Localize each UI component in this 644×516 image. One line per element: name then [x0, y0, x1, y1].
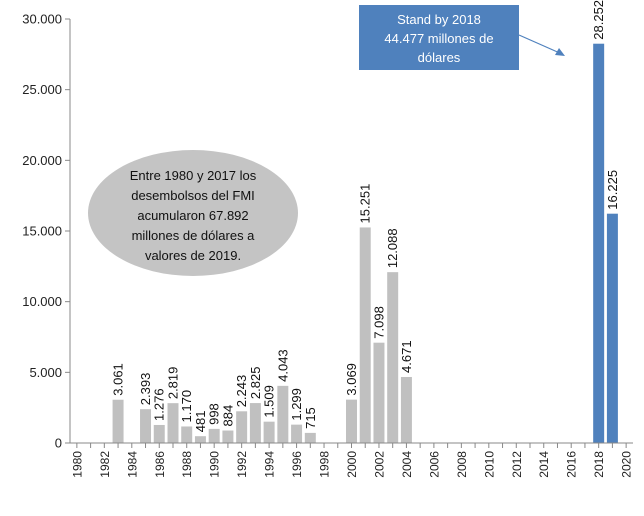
ellipse-annotation-shape: [88, 150, 298, 276]
data-label: 1.509: [262, 385, 277, 418]
x-tick-label: 1998: [318, 451, 332, 478]
x-tick-label: 1986: [153, 451, 167, 478]
disbursement-bar: [277, 385, 289, 443]
y-tick-label: 25.000: [22, 82, 62, 97]
standby-annotation-arrowhead: [555, 48, 565, 56]
ellipse-annotation-line: millones de dólares a: [132, 228, 256, 243]
x-tick-label: 2004: [400, 451, 414, 478]
ellipse-annotation-line: valores de 2019.: [145, 248, 241, 263]
x-axis: 1980 1982 1984 1986 1988 1990 1992 1994 1996 1998…: [70, 442, 634, 478]
data-label: 3.061: [111, 363, 126, 396]
bars: [112, 43, 618, 443]
x-tick-label: 2008: [455, 451, 469, 478]
x-tick-label: 2014: [537, 451, 551, 478]
data-label: 28.252: [591, 0, 606, 40]
x-tick-label: 2000: [345, 451, 359, 478]
disbursement-bar: [222, 430, 234, 443]
data-label: 3.069: [344, 363, 359, 396]
disbursement-bar: [291, 424, 303, 443]
y-tick-label: 10.000: [22, 294, 62, 309]
standby-annotation-line: dólares: [418, 50, 461, 65]
x-tick-label: 2020: [620, 451, 634, 478]
y-tick-label: 0: [55, 436, 62, 451]
disbursement-bar: [194, 436, 206, 443]
data-label: 15.251: [358, 184, 373, 224]
standby-annotation-line: 44.477 millones de: [384, 31, 493, 46]
standby-annotation-box: [359, 5, 519, 70]
data-label: 1.276: [152, 388, 167, 421]
ellipse-annotation-line: Entre 1980 y 2017 los: [130, 168, 257, 183]
data-label: 715: [303, 407, 318, 429]
disbursement-bar: [208, 428, 220, 443]
data-label: 1.170: [179, 390, 194, 423]
data-label: 884: [220, 405, 235, 427]
data-labels: 3.061 2.3931.2762.8191.1704819988842.2432…: [111, 0, 620, 432]
x-tick-label: 2002: [372, 451, 386, 478]
data-label: 4.043: [275, 349, 290, 382]
x-tick-label: 1996: [290, 451, 304, 478]
disbursement-bar: [153, 424, 165, 443]
disbursement-bar: [167, 403, 179, 443]
y-axis: 0 5.000 10.000 15.000 20.000 25.000 30.000: [22, 12, 71, 451]
data-label: 7.098: [371, 306, 386, 339]
x-tick-label: 1980: [70, 451, 84, 478]
x-tick-label: 2006: [427, 451, 441, 478]
disbursement-bar: [373, 342, 385, 443]
x-tick-label: 2016: [565, 451, 579, 478]
data-label: 2.825: [248, 367, 263, 400]
standby-annotation: Stand by 2018 44.477 millones de dólares: [359, 5, 565, 70]
x-tick-label: 1988: [180, 451, 194, 478]
y-tick-label: 20.000: [22, 153, 62, 168]
ellipse-annotation: Entre 1980 y 2017 los desembolsos del FM…: [88, 150, 298, 276]
disbursement-bar: [249, 403, 261, 443]
disbursement-bar: [387, 272, 399, 443]
data-label: 1.299: [289, 388, 304, 421]
ellipse-annotation-line: desembolsos del FMI: [131, 188, 255, 203]
x-tick-label: 1992: [235, 451, 249, 478]
disbursement-bar: [263, 421, 275, 443]
x-tick-label: 1990: [208, 451, 222, 478]
disbursement-bar: [140, 409, 152, 443]
standby-annotation-line: Stand by 2018: [397, 12, 481, 27]
data-label: 4.671: [399, 340, 414, 373]
data-label: 998: [207, 403, 222, 425]
y-tick-label: 30.000: [22, 12, 62, 27]
data-label: 2.819: [165, 367, 180, 400]
x-tick-label: 2012: [510, 451, 524, 478]
data-label: 16.225: [605, 170, 620, 210]
disbursement-bar: [304, 432, 316, 443]
data-label: 481: [193, 410, 208, 432]
disbursement-bar: [400, 376, 412, 443]
data-label: 2.243: [234, 375, 249, 408]
disbursement-bar: [112, 399, 124, 443]
ellipse-annotation-line: acumularon 67.892: [137, 208, 248, 223]
x-tick-label: 1982: [98, 451, 112, 478]
y-tick-label: 15.000: [22, 224, 62, 239]
y-tick-label: 5.000: [29, 365, 62, 380]
disbursement-bar: [236, 411, 248, 443]
x-tick-label: 1984: [125, 451, 139, 478]
x-tick-label: 2010: [482, 451, 496, 478]
disbursement-bar: [181, 426, 193, 443]
disbursement-bar: [359, 227, 371, 443]
x-tick-label: 2018: [592, 451, 606, 478]
standby-annotation-arrow: [518, 34, 563, 55]
standby-bar: [593, 43, 605, 443]
x-tick-label: 1994: [263, 451, 277, 478]
disbursement-bar: [346, 399, 357, 443]
standby-bar: [606, 213, 618, 443]
data-label: 2.393: [138, 373, 153, 406]
data-label: 12.088: [385, 228, 400, 268]
